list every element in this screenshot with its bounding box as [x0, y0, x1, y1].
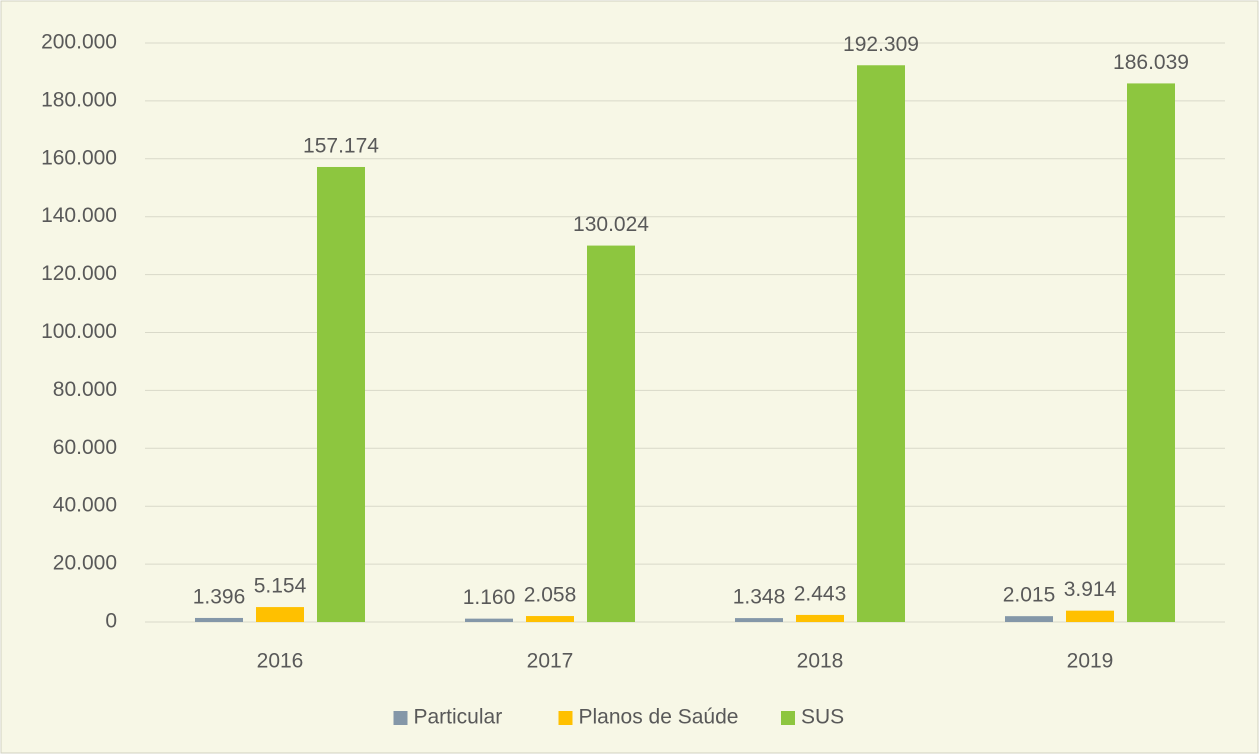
bar — [857, 65, 905, 622]
bar — [1066, 610, 1114, 622]
y-tick-label: 100.000 — [41, 320, 117, 343]
data-label: 157.174 — [303, 135, 379, 158]
data-label: 192.309 — [843, 33, 919, 56]
data-label: 1.348 — [733, 586, 786, 609]
legend-label: SUS — [801, 706, 844, 729]
bar — [526, 616, 574, 622]
bar — [796, 614, 844, 622]
data-label: 130.024 — [573, 213, 649, 236]
x-tick-label: 2017 — [527, 650, 574, 673]
data-label: 2.015 — [1003, 584, 1056, 607]
data-label: 186.039 — [1113, 51, 1189, 74]
bar — [465, 618, 513, 622]
y-tick-label: 20.000 — [53, 552, 117, 575]
legend-label: Particular — [414, 706, 503, 729]
y-tick-label: 140.000 — [41, 204, 117, 227]
y-tick-label: 180.000 — [41, 88, 117, 111]
bar — [587, 245, 635, 623]
x-tick-label: 2018 — [797, 650, 844, 673]
legend-label: Planos de Saúde — [579, 706, 739, 729]
data-label: 2.058 — [524, 584, 577, 607]
x-tick-label: 2019 — [1067, 650, 1114, 673]
legend-swatch — [781, 711, 795, 725]
data-label: 1.396 — [193, 586, 246, 609]
legend-swatch — [393, 711, 408, 725]
x-tick-label: 2016 — [257, 650, 304, 673]
y-tick-label: 160.000 — [41, 146, 117, 169]
y-tick-label: 40.000 — [53, 494, 117, 517]
y-tick-label: 120.000 — [41, 262, 117, 285]
bar — [1127, 83, 1175, 622]
data-label: 1.160 — [463, 586, 516, 609]
bar — [195, 617, 243, 622]
bar — [1005, 616, 1053, 622]
y-tick-label: 0 — [105, 610, 117, 633]
bar — [735, 618, 783, 622]
y-tick-label: 60.000 — [53, 436, 117, 459]
bar — [256, 607, 304, 622]
data-label: 3.914 — [1064, 578, 1117, 601]
bar — [317, 166, 365, 623]
legend-swatch — [558, 711, 573, 725]
y-tick-label: 80.000 — [53, 378, 117, 401]
data-label: 5.154 — [254, 575, 307, 598]
data-label: 2.443 — [794, 582, 847, 605]
y-tick-label: 200.000 — [41, 31, 117, 54]
